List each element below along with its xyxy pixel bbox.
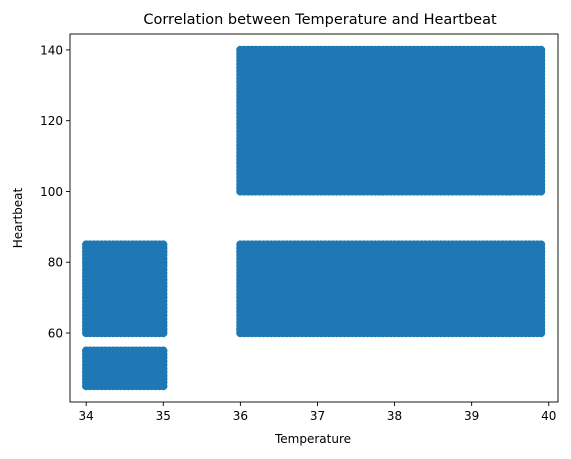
- point-cluster: [81, 346, 168, 391]
- data-point: [159, 346, 168, 355]
- points-layer: [81, 45, 546, 391]
- point-cluster: [236, 240, 546, 338]
- chart-title: Correlation between Temperature and Hear…: [143, 12, 497, 28]
- point-cluster: [81, 240, 168, 338]
- data-point: [536, 240, 546, 249]
- point-cluster: [236, 45, 546, 196]
- data-point: [159, 240, 168, 249]
